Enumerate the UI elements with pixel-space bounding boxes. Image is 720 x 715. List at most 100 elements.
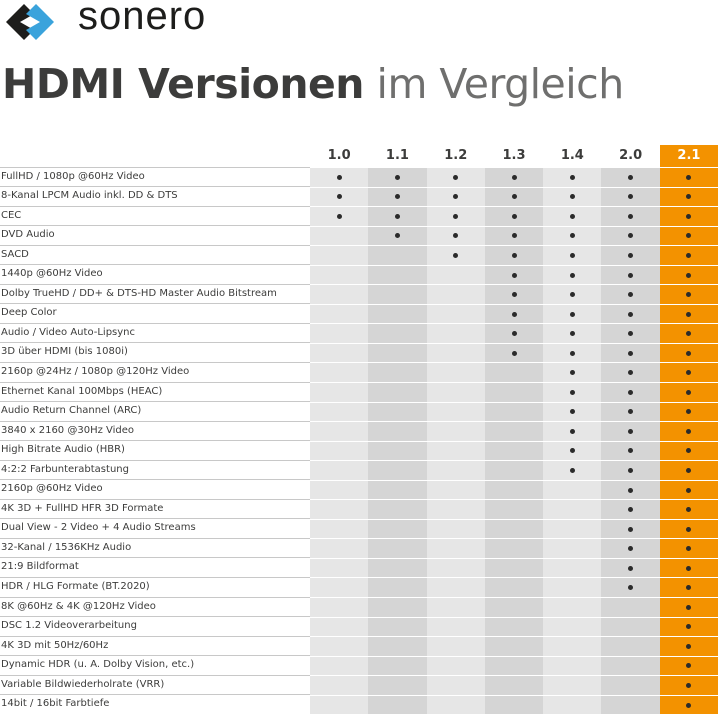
supported-dot-icon [394,213,400,219]
feature-label: Dual View - 2 Video + 4 Audio Streams [0,518,310,538]
feature-label: Variable Bildwiederholrate (VRR) [0,674,310,695]
cell-1-4 [543,519,602,539]
feature-label: 21:9 Bildformat [0,557,310,577]
cell-1-3 [484,363,544,383]
supported-dot-icon [511,194,517,200]
cell-1-1 [368,617,427,637]
cell-1-4 [543,558,602,578]
page-title: HDMI Versionen im Vergleich [2,60,624,108]
supported-dot-icon [511,331,517,337]
supported-dot-icon [686,448,692,454]
cell-1-2 [426,461,485,480]
cell-1-4 [543,617,602,637]
cell-1-2 [426,246,485,265]
supported-dot-icon [569,409,575,415]
supported-dot-icon [686,487,692,493]
feature-row: HDR / HLG Formate (BT.2020) [0,576,720,598]
cell-1-2 [426,207,485,226]
cell-1-4 [543,246,602,265]
cell-1-2 [426,695,485,715]
feature-row: Dolby TrueHD / DD+ & DTS-HD Master Audio… [0,283,720,304]
supported-dot-icon [569,428,575,434]
feature-row: DSC 1.2 Videoverarbeitung [0,616,720,637]
cell-1-3 [484,637,544,656]
cell-1-1 [368,207,427,226]
cell-2-0 [601,343,660,363]
cell-2-0 [601,285,660,304]
supported-dot-icon [569,331,575,337]
supported-dot-icon [511,233,517,239]
cell-2-0 [601,480,660,500]
cell-1-3 [484,265,544,285]
cell-2-1 [659,265,719,285]
supported-dot-icon [686,252,692,258]
cell-1-3 [484,519,544,539]
cell-1-2 [426,637,485,656]
cell-1-1 [368,558,427,578]
feature-label: 8-Kanal LPCM Audio inkl. DD & DTS [0,186,310,206]
cell-1-0 [310,226,369,246]
cell-2-1 [659,617,719,637]
supported-dot-icon [686,643,692,649]
cell-1-1 [368,695,427,715]
feature-row: 32-Kanal / 1536KHz Audio [0,537,720,558]
feature-label: FullHD / 1080p @60Hz Video [0,166,310,187]
cell-2-0 [601,461,660,480]
supported-dot-icon [686,350,692,356]
supported-dot-icon [686,331,692,337]
feature-label: 4K 3D + FullHD HFR 3D Formate [0,498,310,519]
cell-1-0 [310,539,369,558]
supported-dot-icon [628,292,634,298]
feature-label: 4:2:2 Farbunterabtastung [0,459,310,480]
supported-dot-icon [686,663,692,669]
cell-2-1 [659,695,719,715]
supported-dot-icon [569,174,575,180]
feature-label: 8K @60Hz & 4K @120Hz Video [0,596,310,617]
supported-dot-icon [686,311,692,317]
feature-row: 14bit / 16bit Farbtiefe [0,694,720,715]
cell-1-0 [310,480,369,500]
cell-2-0 [601,676,660,695]
feature-row: 21:9 Bildformat [0,557,720,578]
supported-dot-icon [511,174,517,180]
supported-dot-icon [628,546,634,552]
cell-1-0 [310,363,369,383]
supported-dot-icon [569,467,575,473]
cell-2-0 [601,246,660,265]
cell-2-1 [659,519,719,539]
cell-2-1 [659,676,719,695]
cell-1-3 [484,402,544,422]
feature-row: 1440p @60Hz Video [0,264,720,285]
feature-row: Dynamic HDR (u. A. Dolby Vision, etc.) [0,655,720,676]
cell-1-0 [310,265,369,285]
supported-dot-icon [628,526,634,532]
cell-2-1 [659,363,719,383]
cell-1-1 [368,324,427,343]
cell-1-4 [543,265,602,285]
cell-1-2 [426,656,485,676]
feature-label: 14bit / 16bit Farbtiefe [0,694,310,714]
cell-1-0 [310,343,369,363]
cell-1-0 [310,676,369,695]
cell-1-4 [543,402,602,422]
supported-dot-icon [336,194,342,200]
supported-dot-icon [453,252,459,258]
cell-1-4 [543,422,602,441]
feature-row: 4K 3D + FullHD HFR 3D Formate [0,498,720,519]
feature-row: 3840 x 2160 @30Hz Video [0,420,720,441]
supported-dot-icon [569,370,575,376]
cell-1-3 [484,539,544,558]
cell-1-0 [310,500,369,519]
cell-1-3 [484,500,544,519]
feature-row: Dual View - 2 Video + 4 Audio Streams [0,518,720,539]
supported-dot-icon [686,292,692,298]
cell-2-1 [659,539,719,558]
cell-2-0 [601,637,660,656]
feature-label: 2160p @60Hz Video [0,479,310,499]
cell-1-3 [484,285,544,304]
feature-label: 3840 x 2160 @30Hz Video [0,420,310,441]
feature-label: 2160p @24Hz / 1080p @120Hz Video [0,361,310,382]
supported-dot-icon [628,174,634,180]
supported-dot-icon [628,331,634,337]
cell-1-2 [426,324,485,343]
